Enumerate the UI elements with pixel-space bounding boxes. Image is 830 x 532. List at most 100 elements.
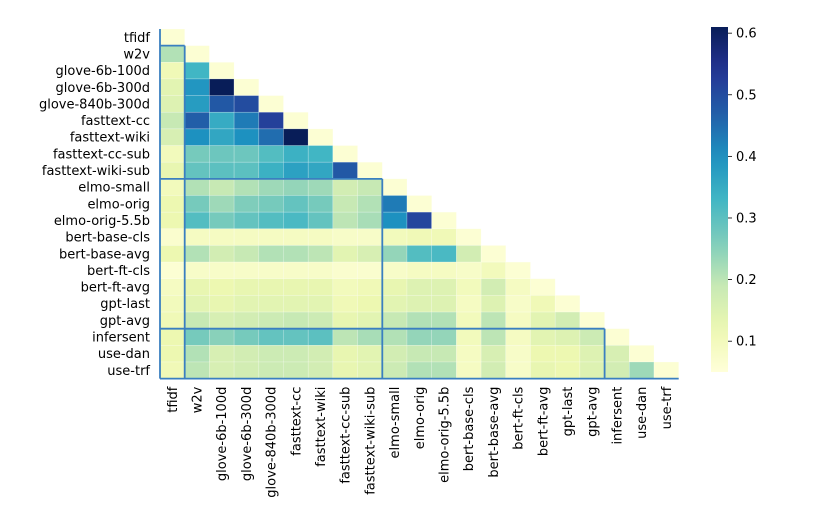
heatmap-cell [431,345,457,363]
heatmap-cell [406,345,433,363]
heatmap-cell [628,345,655,363]
heatmap-cell [209,128,235,146]
heatmap-cell [456,345,482,363]
heatmap-cell [159,245,186,263]
heatmap-cell [579,311,605,329]
heatmap-cell [159,295,186,313]
x-tick-label: fasttext-cc-sub [339,387,354,484]
heatmap-cell [233,145,260,163]
heatmap-cell [505,278,531,296]
heatmap-cell [381,178,408,196]
heatmap-cell [258,328,284,346]
heatmap-cell [406,311,433,329]
heatmap-cell [406,328,433,346]
heatmap-cell [283,111,309,130]
heatmap-cell [579,328,605,346]
colorbar-gradient [711,27,728,372]
heatmap-cell [184,261,210,280]
heatmap-cell [209,228,235,246]
heatmap-cell [431,361,457,379]
heatmap-cell [332,295,358,313]
heatmap-cell [480,261,507,280]
colorbar-tick-label: 0.4 [736,150,757,165]
heatmap-cell [579,361,605,379]
heatmap-cell [604,328,630,346]
heatmap-cell [233,261,260,280]
heatmap-cell [332,361,358,379]
heatmap-cell [431,278,457,296]
x-tick-label: elmo-orig [413,387,428,450]
heatmap-cell [381,195,408,213]
heatmap-cell [233,361,260,379]
heatmap-cell [283,345,309,363]
heatmap-cell [456,295,482,313]
heatmap-cell [184,245,210,263]
heatmap-cell [554,345,581,363]
heatmap-cell [307,211,334,230]
y-tick-label: fasttext-wiki-sub [42,164,150,179]
heatmap-cell [505,261,531,280]
heatmap-cell [357,245,383,263]
heatmap-cell [258,311,284,329]
heatmap-cell [480,361,507,379]
y-tick-label: glove-840b-300d [39,97,150,112]
heatmap-cell [604,345,630,363]
heatmap-cell [456,328,482,346]
y-tick-label: infersent [92,331,150,346]
heatmap-cell [357,228,383,246]
heatmap-cell [283,211,309,230]
heatmap-cell [530,328,556,346]
y-tick-label: bert-ft-cls [87,264,150,279]
y-tick-label: elmo-orig-5.5b [54,214,150,229]
heatmap-cell [159,195,186,213]
heatmap-cell [381,245,408,263]
heatmap-cell [233,311,260,329]
heatmap-cell [159,328,186,346]
heatmap-cell [209,145,235,163]
x-tick-label: w2v [191,386,206,413]
heatmap-cell [184,178,210,196]
heatmap-cell [184,345,210,363]
heatmap-cell [159,361,186,379]
heatmap-cell [505,311,531,329]
y-tick-label: elmo-orig [87,197,150,212]
heatmap-cell [381,228,408,246]
heatmap-cell [184,211,210,230]
heatmap-cell [505,295,531,313]
heatmap-cell [159,228,186,246]
heatmap-cell [357,361,383,379]
heatmap-cell [233,195,260,213]
heatmap-cell [456,278,482,296]
heatmap-cell [184,145,210,163]
heatmap-cell [184,228,210,246]
heatmap-cell [184,328,210,346]
heatmap-cell [406,228,433,246]
y-tick-label: use-dan [98,347,150,362]
heatmap-cell [357,295,383,313]
heatmap-cell [332,145,358,163]
heatmap-cell [233,128,260,146]
heatmap-cell [209,245,235,263]
heatmap-cell [283,278,309,296]
heatmap-cell [480,345,507,363]
heatmap-cell [233,295,260,313]
heatmap-cell [209,295,235,313]
x-tick-label: use-trf [660,386,675,429]
heatmap-cell [184,128,210,146]
heatmap-cell [307,328,334,346]
heatmap-cell [184,61,210,80]
heatmap-cell [184,278,210,296]
heatmap-cell [209,361,235,379]
heatmap-cell [406,361,433,379]
heatmap-cell [456,311,482,329]
heatmap-cell [159,211,186,230]
heatmap-cell [554,295,581,313]
y-tick-label: fasttext-cc [81,114,150,129]
heatmap-cell [258,278,284,296]
heatmap-cell [406,278,433,296]
heatmap-cell [233,228,260,246]
heatmap-cell [307,361,334,379]
heatmap-cell [258,228,284,246]
heatmap-cell [159,261,186,280]
